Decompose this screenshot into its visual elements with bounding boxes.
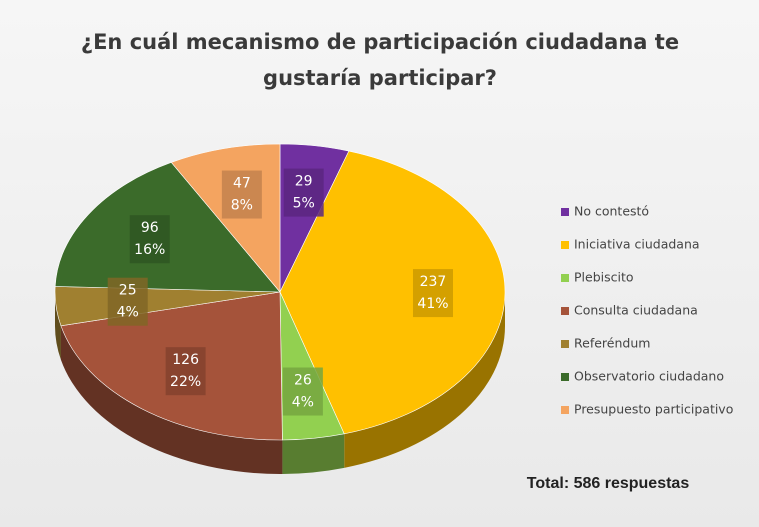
percent-label: 4% (292, 395, 314, 411)
label-box (107, 277, 148, 326)
legend-label: Observatorio ciudadano (574, 369, 724, 384)
total-annotation: Total: 586 respuestas (527, 475, 690, 492)
label-box (283, 168, 324, 217)
legend-label: Consulta ciudadana (574, 303, 698, 318)
legend-swatch (561, 406, 569, 414)
value-label: 96 (141, 220, 159, 236)
label-box (282, 367, 323, 416)
value-label: 237 (420, 274, 447, 290)
value-label: 29 (295, 174, 313, 190)
legend-label: Plebiscito (574, 270, 634, 285)
label-box (129, 215, 170, 264)
slice-side (55, 292, 61, 360)
percent-label: 16% (134, 242, 165, 258)
value-label: 47 (233, 176, 251, 192)
percent-label: 8% (231, 198, 253, 214)
percent-label: 22% (170, 374, 201, 390)
percent-label: 4% (117, 305, 139, 321)
legend-label: Referéndum (574, 336, 650, 351)
slice (279, 150, 506, 435)
slice-side (344, 292, 506, 468)
percent-label: 41% (417, 296, 448, 312)
label-box (412, 269, 453, 318)
slice-side (60, 325, 283, 474)
value-label: 25 (119, 283, 137, 299)
legend-swatch (561, 373, 569, 381)
percent-label: 5% (293, 196, 315, 212)
value-label: 26 (294, 373, 312, 389)
slice-side (282, 433, 345, 474)
legend-swatch (561, 274, 569, 282)
legend-label: Iniciativa ciudadana (574, 237, 700, 252)
label-box (221, 170, 262, 219)
legend-swatch (561, 340, 569, 348)
value-label: 126 (172, 352, 199, 368)
legend-swatch (561, 241, 569, 249)
legend-swatch (561, 307, 569, 315)
legend-label: Presupuesto participativo (574, 402, 733, 417)
legend-label: No contestó (574, 204, 649, 219)
chart-title: ¿En cuál mecanismo de participación ciud… (80, 30, 680, 90)
label-box (165, 347, 206, 396)
legend-swatch (561, 208, 569, 216)
